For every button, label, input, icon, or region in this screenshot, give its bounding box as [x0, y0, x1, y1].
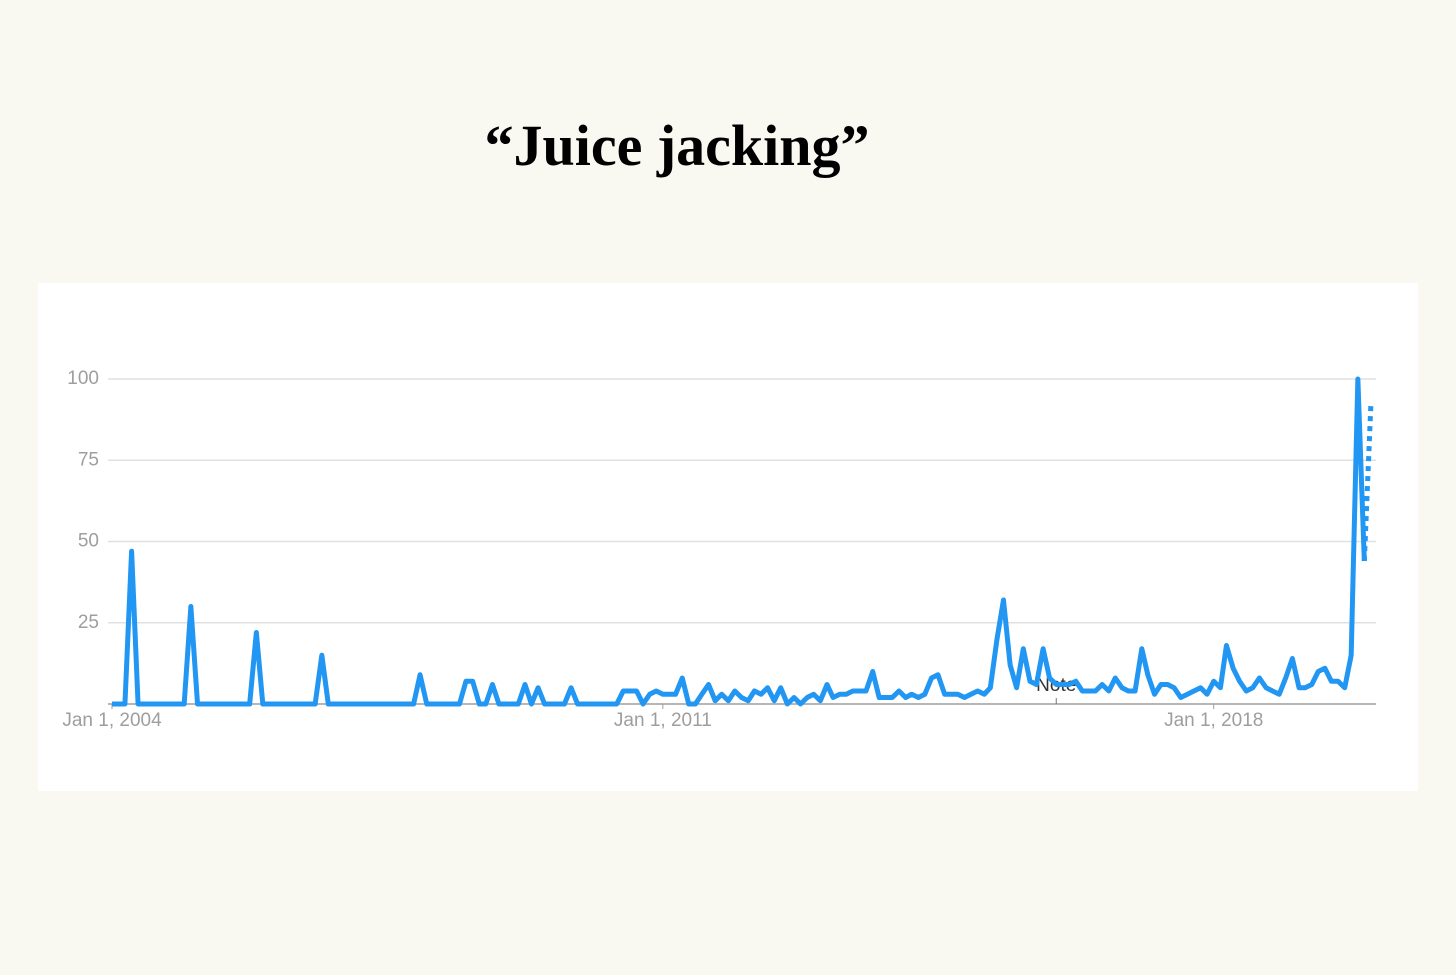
x-tick-label: Jan 1, 2011: [614, 710, 712, 731]
x-tick-label: Jan 1, 2018: [1164, 710, 1263, 731]
y-tick-label: 25: [78, 612, 99, 633]
y-tick-label: 75: [78, 449, 99, 470]
data-line-partial: [1361, 401, 1374, 562]
data-line: [112, 376, 1367, 707]
chart-title: “Juice jacking”: [484, 113, 870, 178]
y-tick-label: 50: [78, 531, 99, 552]
y-tick-label: 100: [67, 368, 99, 389]
x-tick-label: Jan 1, 2004: [62, 710, 162, 731]
